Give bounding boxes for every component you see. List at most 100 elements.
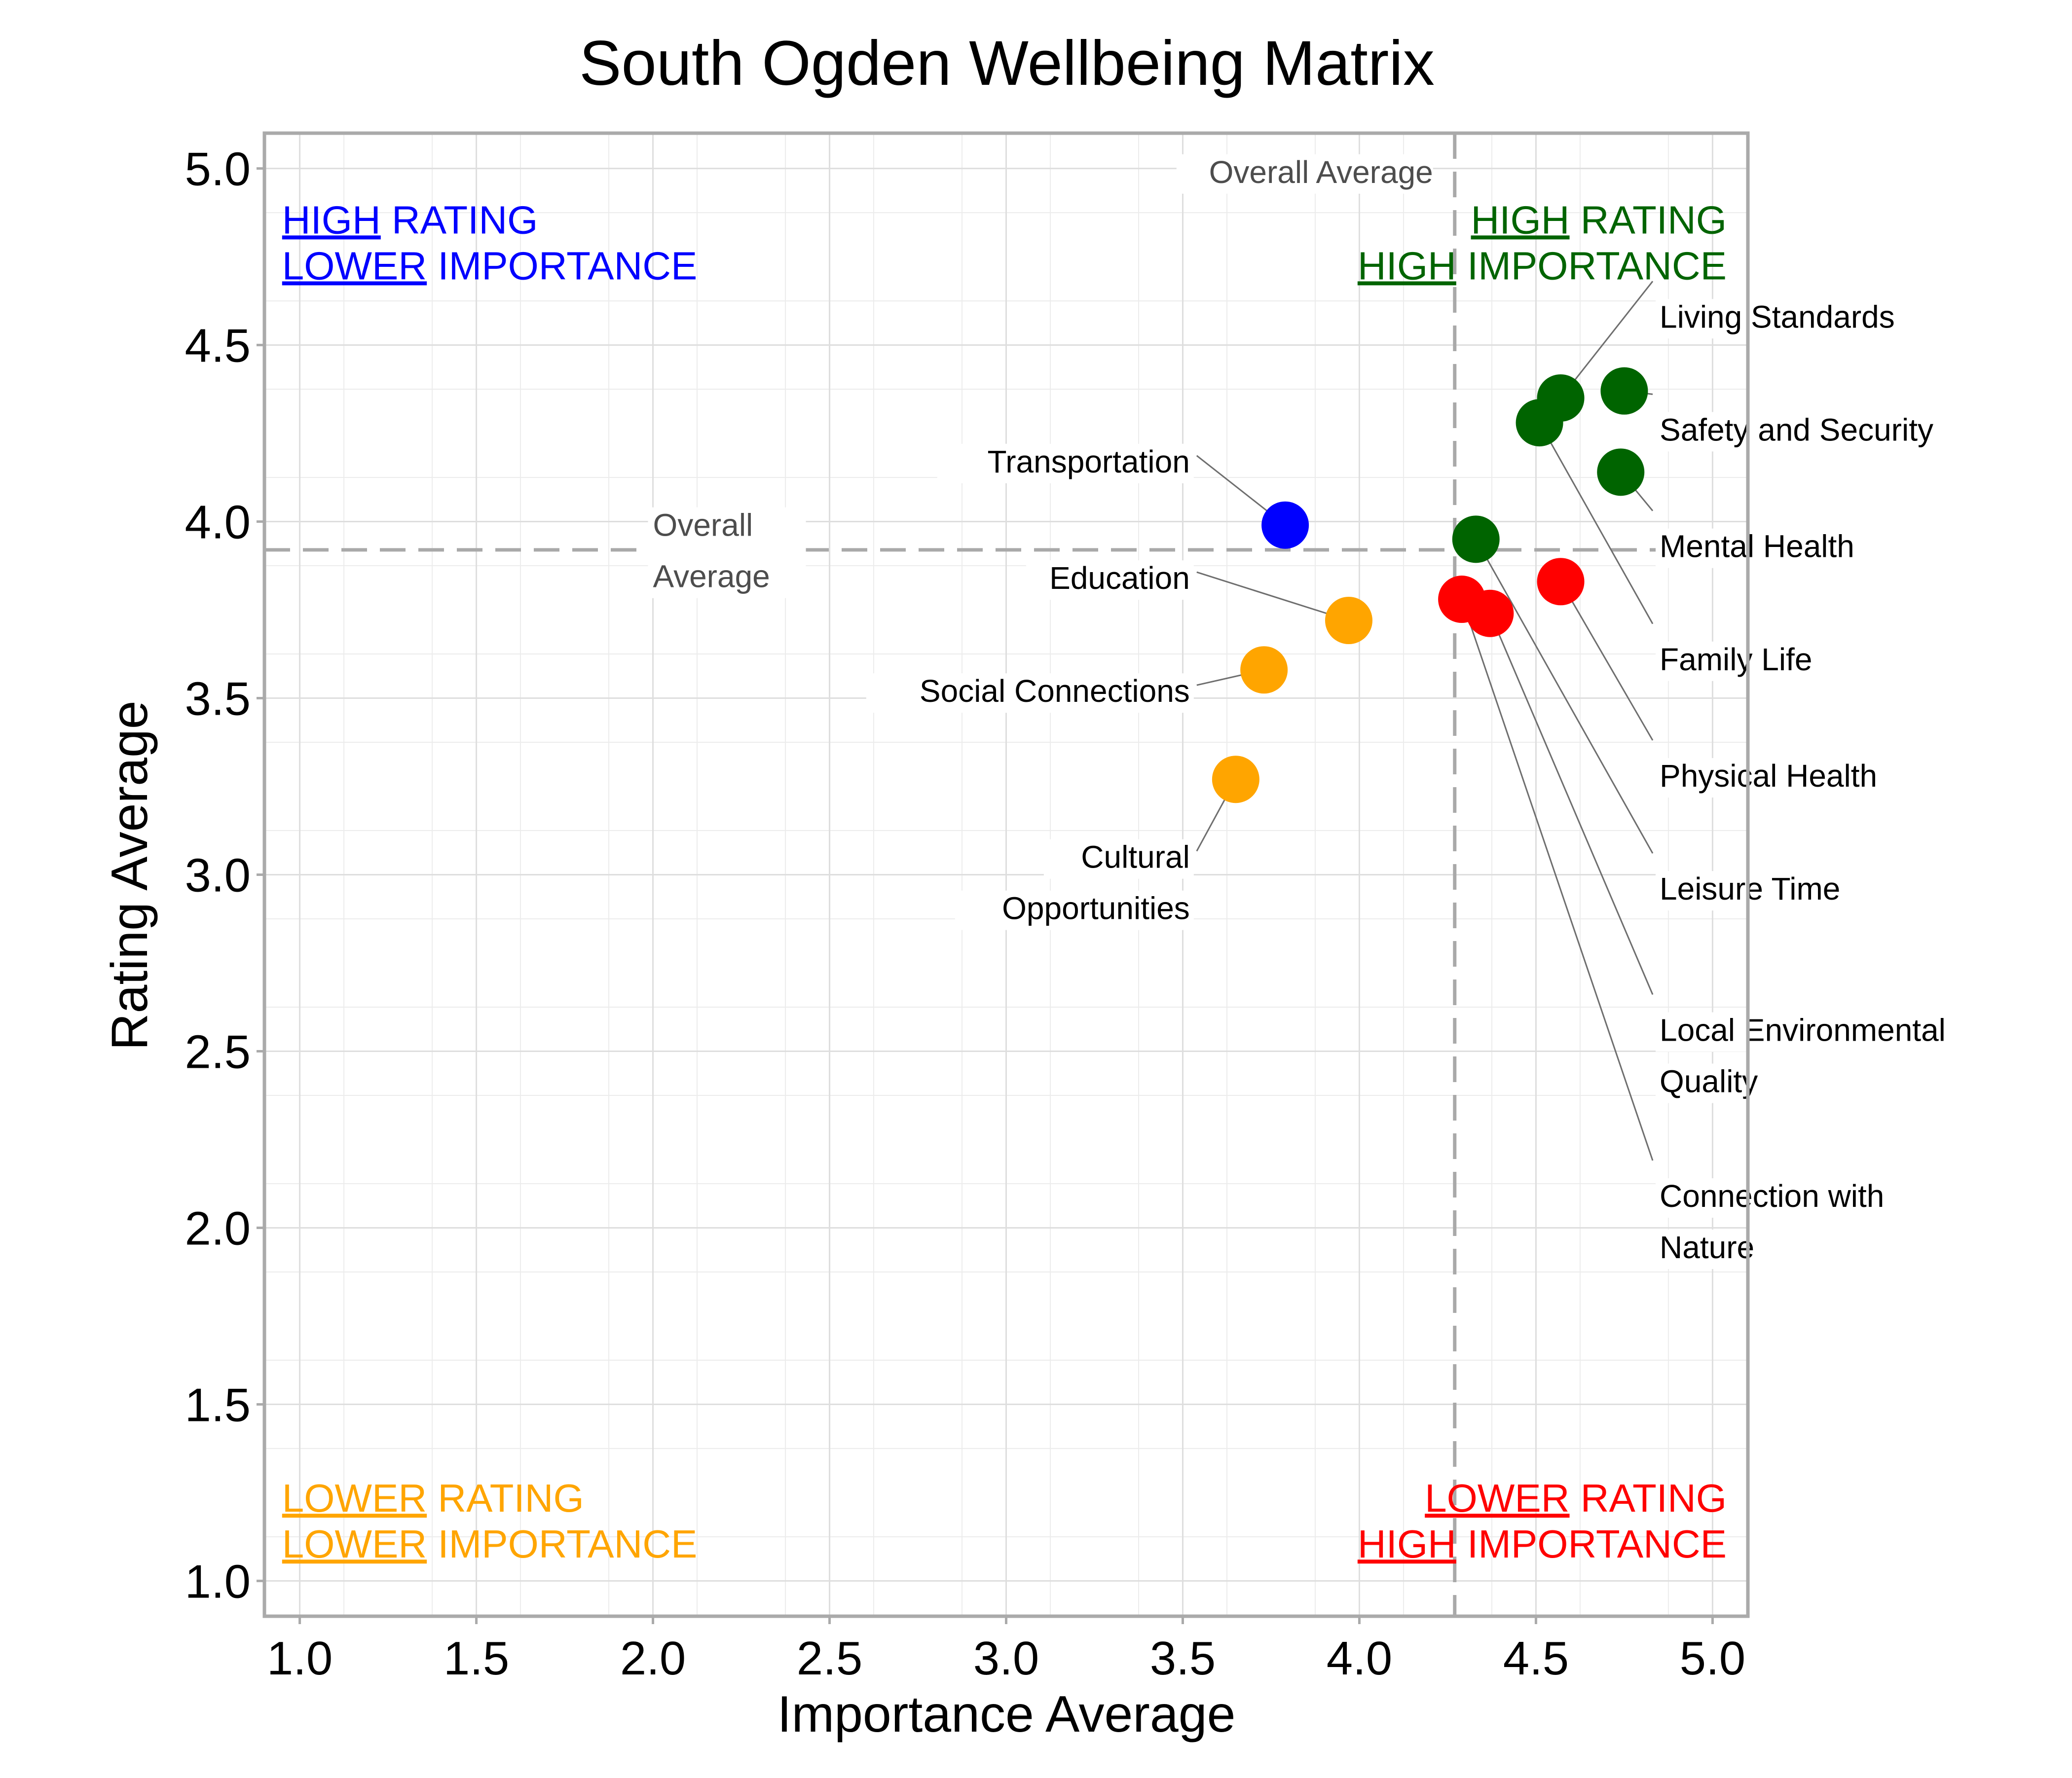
point-label-bg (1656, 299, 1948, 339)
quadrant-label-rest: RATING (1570, 1476, 1727, 1520)
point-label-bg (1656, 1178, 1930, 1218)
x-tick-label: 4.0 (1327, 1632, 1392, 1685)
x-tick-label: 1.0 (267, 1632, 333, 1685)
quadrant-label-rest: RATING (381, 198, 538, 242)
leader-line (1196, 571, 1345, 620)
y-tick-label: 4.0 (185, 496, 251, 549)
x-tick-label: 1.5 (444, 1632, 509, 1685)
point-labels: Living Standards Safety and Security Menta… (866, 299, 2001, 1270)
quadrant-label-top-left: HIGH RATING (282, 198, 538, 242)
y-tick-label: 5.0 (185, 143, 251, 196)
point-label-bg (1043, 839, 1194, 879)
data-point (1597, 448, 1645, 496)
quadrant-label-emphasis: HIGH (1358, 244, 1456, 288)
data-points (1212, 367, 1648, 803)
point-label: Quality (1660, 1064, 1758, 1099)
point-label-bg (1656, 871, 1877, 911)
x-tick-label: 4.5 (1503, 1632, 1569, 1685)
reference-lines: Overall Average Overall Average (264, 133, 1748, 1616)
quadrant-label-emphasis: LOWER (1425, 1476, 1569, 1520)
quadrant-label-emphasis: LOWER (282, 1522, 427, 1566)
quadrant-label-top-left: LOWER IMPORTANCE (282, 244, 698, 288)
y-tick-label: 4.5 (185, 320, 251, 372)
point-label: Connection with (1660, 1178, 1884, 1214)
point-label-bg (866, 673, 1194, 713)
leader-line (1541, 426, 1654, 624)
y-ref-label-bg (648, 507, 806, 598)
y-tick-label: 3.0 (185, 849, 251, 902)
leader-line (1478, 543, 1654, 854)
y-tick-label: 2.0 (185, 1202, 251, 1255)
point-label: Nature (1660, 1230, 1754, 1265)
data-point (1261, 501, 1309, 549)
point-label-bg (1026, 560, 1194, 600)
data-point (1240, 646, 1288, 694)
point-label: Leisure Time (1660, 871, 1840, 907)
point-label-bg (1656, 528, 1895, 568)
grid-layer (264, 133, 1748, 1616)
point-label: Cultural (1081, 839, 1190, 875)
data-point (1452, 515, 1500, 563)
data-point (1325, 597, 1372, 645)
point-label-bg (1656, 758, 1930, 798)
point-label: Opportunities (1002, 891, 1190, 926)
point-label: Safety and Security (1660, 412, 1933, 447)
quadrant-label-bottom-right: HIGH IMPORTANCE (1358, 1522, 1727, 1566)
x-tick-label: 2.0 (620, 1632, 686, 1685)
point-label: Transportation (988, 444, 1190, 479)
quadrant-label-top-right: HIGH IMPORTANCE (1358, 244, 1727, 288)
x-tick-label: 3.0 (973, 1632, 1039, 1685)
quadrant-label-bottom-left: LOWER RATING (282, 1476, 584, 1520)
point-label: Mental Health (1660, 529, 1854, 564)
point-label-bg (1656, 641, 1859, 681)
quadrant-label-rest: IMPORTANCE (427, 1522, 697, 1566)
leader-line (1563, 281, 1654, 395)
x-overall-average-label: Overall Average (1209, 154, 1433, 190)
point-label: Physical Health (1660, 758, 1877, 794)
chart-title: South Ogden Wellbeing Matrix (579, 28, 1435, 99)
data-point (1438, 576, 1486, 623)
x-tick-label: 3.5 (1150, 1632, 1216, 1685)
point-label-bg (1656, 412, 2001, 452)
quadrant-label-emphasis: LOWER (282, 1476, 427, 1520)
y-overall-average-label: Overall (653, 508, 753, 543)
point-label-bg (1656, 1063, 1788, 1103)
data-point (1600, 367, 1648, 415)
leader-line (1491, 617, 1654, 995)
point-label-bg (1656, 1230, 1771, 1270)
x-ref-label-bg (1176, 154, 1433, 194)
quadrant-label-bottom-left: LOWER IMPORTANCE (282, 1522, 698, 1566)
quadrant-label-emphasis: HIGH (282, 198, 381, 242)
point-label-bg (1656, 1012, 2001, 1052)
quadrant-label-rest: IMPORTANCE (1456, 1522, 1727, 1566)
point-label: Local Environmental (1660, 1013, 1946, 1048)
y-tick-label: 2.5 (185, 1025, 251, 1078)
quadrant-label-top-right: HIGH RATING (1471, 198, 1727, 242)
axis-ticks: 1.0 1.5 2.0 2.5 3.0 3.5 4.0 4.5 5.0 1.0 1.5 2.0 2.5 3… (185, 143, 1746, 1685)
quadrant-label-rest: RATING (427, 1476, 584, 1520)
quadrant-label-emphasis: LOWER (282, 244, 427, 288)
x-tick-label: 2.5 (797, 1632, 862, 1685)
y-tick-label: 1.0 (185, 1555, 251, 1608)
data-point (1212, 756, 1259, 803)
y-tick-label: 1.5 (185, 1379, 251, 1431)
quadrant-label-rest: IMPORTANCE (1456, 244, 1727, 288)
leader-line (1462, 603, 1654, 1161)
quadrant-label-emphasis: HIGH (1358, 1522, 1456, 1566)
y-axis-title: Rating Average (101, 700, 158, 1050)
y-overall-average-label: Average (653, 559, 770, 594)
label-leader-lines (1196, 281, 1654, 1161)
point-label: Family Life (1660, 642, 1812, 677)
y-tick-label: 3.5 (185, 673, 251, 726)
point-label: Living Standards (1660, 299, 1895, 334)
quadrant-label-rest: RATING (1570, 198, 1727, 242)
quadrant-label-emphasis: HIGH (1471, 198, 1570, 242)
point-label-bg (937, 443, 1194, 483)
quadrant-label-rest: IMPORTANCE (427, 244, 697, 288)
data-point (1537, 558, 1585, 606)
x-axis-title: Importance Average (777, 1686, 1236, 1743)
point-label: Social Connections (920, 673, 1190, 709)
